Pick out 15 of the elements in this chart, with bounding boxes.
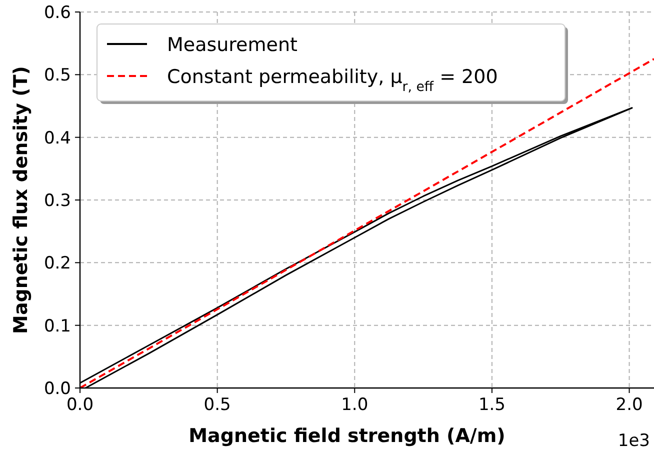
x-tick-label: 2.0: [616, 395, 643, 415]
y-tick-label: 0.2: [44, 254, 71, 274]
y-tick-label: 0.5: [44, 66, 71, 86]
legend-label: Measurement: [167, 34, 298, 56]
x-axis-title: Magnetic field strength (A/m): [188, 425, 506, 447]
y-tick-label: 0.6: [44, 3, 71, 23]
x-tick-label: 1.0: [341, 395, 368, 415]
x-tick-label: 0.5: [204, 395, 231, 415]
y-tick-label: 0.4: [44, 128, 71, 148]
y-tick-label: 0.3: [44, 191, 71, 211]
y-tick-label: 0.1: [44, 316, 71, 336]
y-axis-title: Magnetic flux density (T): [10, 66, 32, 334]
legend-label: Constant permeability, μ$_{r, eff}$ = 200: [167, 66, 498, 94]
x-tick-label: 1.5: [478, 395, 506, 415]
text: 1e3: [618, 431, 650, 451]
